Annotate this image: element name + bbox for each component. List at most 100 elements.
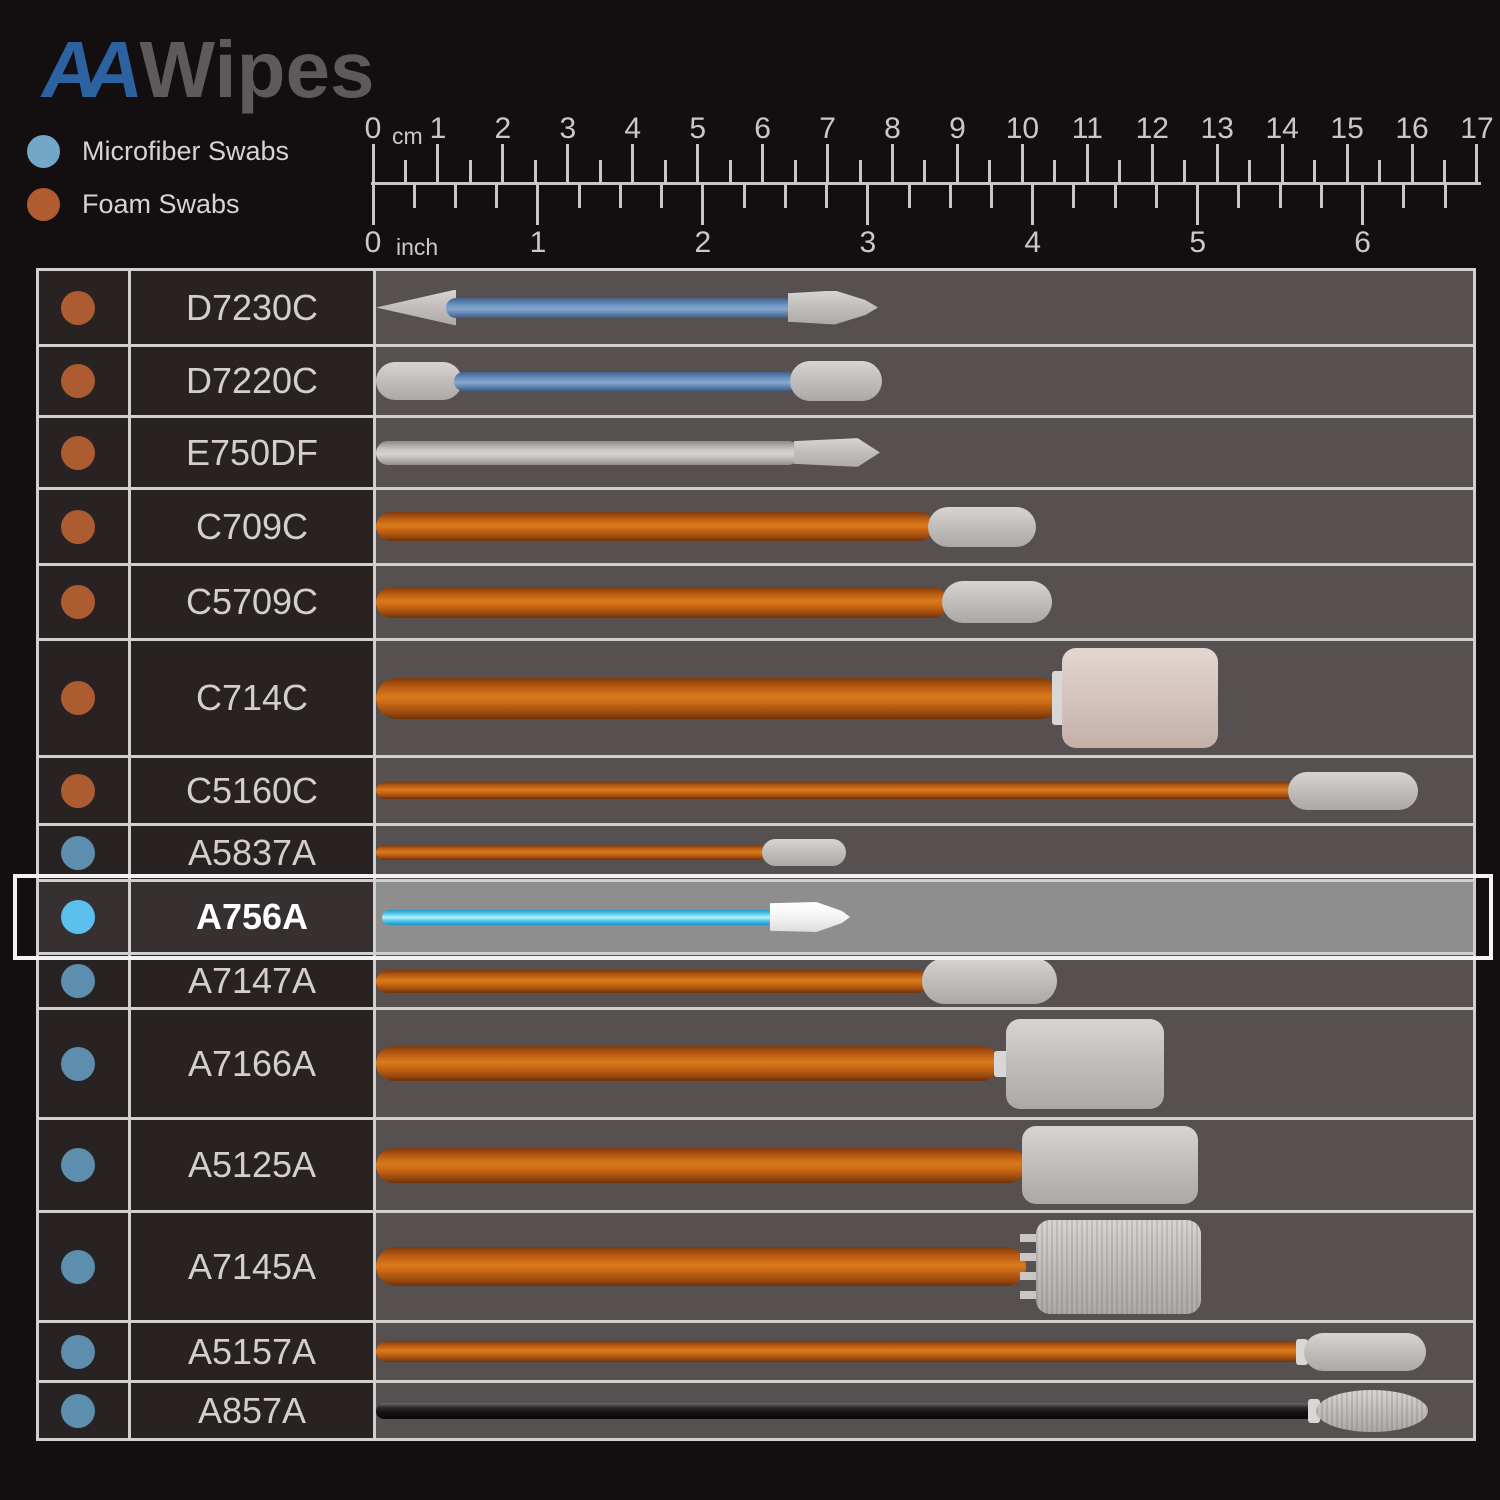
swab-tip (376, 289, 456, 326)
swab-tip (928, 506, 1036, 547)
foam-category-dot (60, 290, 95, 325)
foam-category-dot (60, 509, 95, 544)
category-dot-cell (39, 758, 131, 823)
swab-shaft (376, 845, 766, 860)
model-label: E750DF (185, 431, 319, 473)
swab-cell (376, 758, 1473, 823)
model-label-cell: D7230C (131, 271, 376, 344)
cm-tick-label: 13 (1200, 112, 1234, 145)
cm-tick (1020, 144, 1024, 182)
swab-tip (790, 361, 882, 401)
inch-quarter-tick (577, 185, 581, 208)
category-dot-cell (39, 826, 131, 879)
swab-shaft (376, 1341, 1302, 1362)
swab-shaft (376, 1247, 1026, 1286)
table-row: A5837A (39, 826, 1473, 882)
cm-half-tick (1183, 160, 1187, 182)
table-row: A7147A (39, 955, 1473, 1010)
cm-tick-label: 12 (1135, 112, 1169, 145)
swab-tip (1316, 1389, 1428, 1432)
cm-unit-label: cm (392, 123, 423, 149)
model-label-cell: A5837A (131, 826, 376, 879)
category-dot-cell (39, 271, 131, 344)
swab-head (1022, 1126, 1198, 1204)
cm-tick-label: 6 (754, 112, 771, 145)
swab-cell (376, 955, 1473, 1007)
cm-tick (566, 144, 570, 182)
category-dot-cell (39, 347, 131, 415)
model-label: C5709C (185, 581, 319, 622)
inch-tick-label: 1 (529, 226, 547, 259)
cm-half-tick (403, 160, 407, 182)
swab-cell (376, 1383, 1473, 1438)
inch-quarter-tick (412, 185, 416, 208)
table-row: A7166A (39, 1010, 1473, 1120)
cm-half-tick (988, 160, 992, 182)
model-label-cell: C5160C (131, 758, 376, 823)
category-dot-cell (39, 566, 131, 638)
cm-half-tick (1378, 160, 1382, 182)
swab-shaft (376, 1402, 1314, 1419)
microfiber-category-dot (60, 964, 95, 998)
cm-tick (631, 144, 635, 182)
inch-tick (1031, 185, 1035, 225)
category-dot-cell (39, 1323, 131, 1380)
foam-category-dot (60, 585, 95, 619)
table-row: A5157A (39, 1323, 1473, 1383)
swab-cell (376, 271, 1473, 344)
inch-quarter-tick (453, 185, 457, 208)
model-label-cell: A7166A (131, 1010, 376, 1117)
inch-tick-label: 4 (1024, 226, 1042, 259)
inch-tick (1361, 185, 1365, 225)
cm-half-tick (793, 160, 797, 182)
microfiber-category-dot (60, 1393, 95, 1428)
cm-tick (696, 144, 700, 182)
model-label-cell: A5157A (131, 1323, 376, 1380)
inch-quarter-tick (1113, 185, 1117, 208)
cm-half-tick (1118, 160, 1122, 182)
swab-cell (376, 1323, 1473, 1380)
microfiber-category-dot (60, 1148, 95, 1182)
swab-cell (376, 1010, 1473, 1117)
cm-tick-label: 14 (1265, 112, 1299, 145)
comparison-table: D7230C D7220C E750DF C709C C5709C C714C C5160C… (13, 268, 1493, 1441)
cm-tick-label: 9 (949, 112, 966, 145)
ruler-baseline (371, 182, 1481, 185)
inch-tick-label: 3 (859, 226, 877, 259)
model-label: D7230C (185, 286, 319, 328)
inch-quarter-tick (990, 185, 994, 208)
cm-tick (891, 144, 895, 182)
cm-tick (1345, 144, 1349, 182)
inch-quarter-tick (1278, 185, 1282, 208)
cm-tick-label: 11 (1071, 112, 1103, 145)
microfiber-category-dot (60, 835, 95, 870)
table-row: C5160C (39, 758, 1473, 826)
inch-quarter-tick (1072, 185, 1076, 208)
inch-quarter-tick (742, 185, 746, 208)
brand-logo: AAWipes (36, 25, 375, 114)
cm-tick-label: 4 (624, 112, 642, 145)
swab-cell (376, 418, 1473, 487)
model-label: A7147A (187, 960, 317, 1001)
cm-tick (1475, 144, 1479, 182)
foam-category-dot (60, 435, 95, 470)
cm-tick-label: 2 (494, 112, 512, 145)
model-label: A756A (195, 896, 309, 937)
inch-tick (536, 185, 540, 225)
inch-quarter-tick (907, 185, 911, 208)
cm-tick (1215, 144, 1219, 182)
model-label: A7166A (187, 1042, 317, 1084)
category-dot-cell (39, 1213, 131, 1320)
model-label: A5837A (187, 831, 317, 873)
cm-tick-label: 1 (429, 112, 447, 145)
cm-tick-label: 10 (1005, 112, 1040, 145)
model-label-cell: A5125A (131, 1120, 376, 1210)
cm-half-tick (1443, 160, 1446, 182)
swab-cell (376, 826, 1473, 879)
category-dot-cell (39, 1383, 131, 1438)
inch-quarter-tick (1443, 185, 1447, 208)
swab-tip (788, 290, 878, 325)
table-row: C709C (39, 490, 1473, 566)
swab-tip (942, 581, 1052, 623)
cm-tick-label: 16 (1395, 112, 1429, 145)
